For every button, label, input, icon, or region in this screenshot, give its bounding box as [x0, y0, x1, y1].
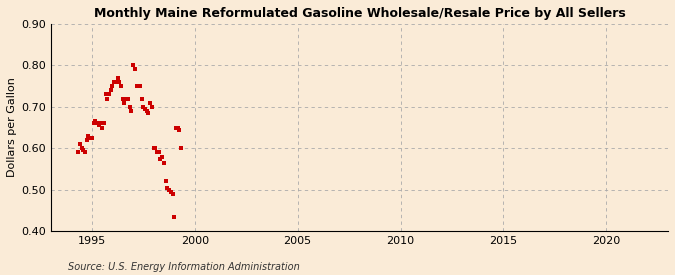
Point	[159, 161, 169, 165]
Point	[143, 111, 154, 115]
Point	[117, 96, 128, 101]
Point	[119, 100, 130, 105]
Point	[136, 96, 147, 101]
Point	[78, 148, 88, 153]
Point	[131, 84, 142, 88]
Point	[165, 189, 176, 194]
Point	[160, 179, 171, 184]
Point	[142, 109, 153, 113]
Point	[124, 104, 135, 109]
Point	[95, 121, 106, 126]
Point	[138, 104, 148, 109]
Point	[167, 192, 178, 196]
Point	[90, 119, 101, 123]
Point	[148, 146, 159, 150]
Point	[121, 96, 132, 101]
Y-axis label: Dollars per Gallon: Dollars per Gallon	[7, 78, 17, 177]
Point	[105, 88, 116, 92]
Point	[92, 121, 103, 126]
Point	[101, 92, 111, 97]
Point	[81, 138, 92, 142]
Point	[144, 100, 155, 105]
Point	[133, 84, 144, 88]
Point	[140, 107, 151, 111]
Point	[174, 127, 185, 132]
Point	[80, 150, 90, 155]
Title: Monthly Maine Reformulated Gasoline Wholesale/Resale Price by All Sellers: Monthly Maine Reformulated Gasoline Whol…	[94, 7, 625, 20]
Point	[146, 104, 157, 109]
Point	[112, 76, 123, 80]
Point	[99, 121, 109, 126]
Point	[114, 80, 125, 84]
Point	[172, 125, 183, 130]
Point	[155, 156, 166, 161]
Point	[93, 123, 104, 128]
Point	[162, 185, 173, 190]
Point	[134, 84, 145, 88]
Point	[115, 84, 126, 88]
Point	[152, 150, 163, 155]
Point	[130, 67, 140, 72]
Point	[176, 146, 186, 150]
Point	[157, 154, 167, 159]
Point	[126, 109, 137, 113]
Point	[74, 142, 85, 146]
Point	[111, 80, 122, 84]
Point	[128, 63, 138, 68]
Point	[76, 146, 87, 150]
Point	[83, 134, 94, 138]
Point	[86, 136, 97, 140]
Point	[169, 214, 180, 219]
Point	[163, 188, 174, 192]
Point	[88, 121, 99, 126]
Point	[102, 96, 113, 101]
Point	[153, 150, 164, 155]
Point	[109, 80, 119, 84]
Point	[73, 150, 84, 155]
Point	[97, 125, 107, 130]
Text: Source: U.S. Energy Information Administration: Source: U.S. Energy Information Administ…	[68, 262, 299, 272]
Point	[103, 92, 114, 97]
Point	[85, 136, 96, 140]
Point	[170, 125, 181, 130]
Point	[150, 146, 161, 150]
Point	[107, 84, 118, 88]
Point	[122, 96, 133, 101]
